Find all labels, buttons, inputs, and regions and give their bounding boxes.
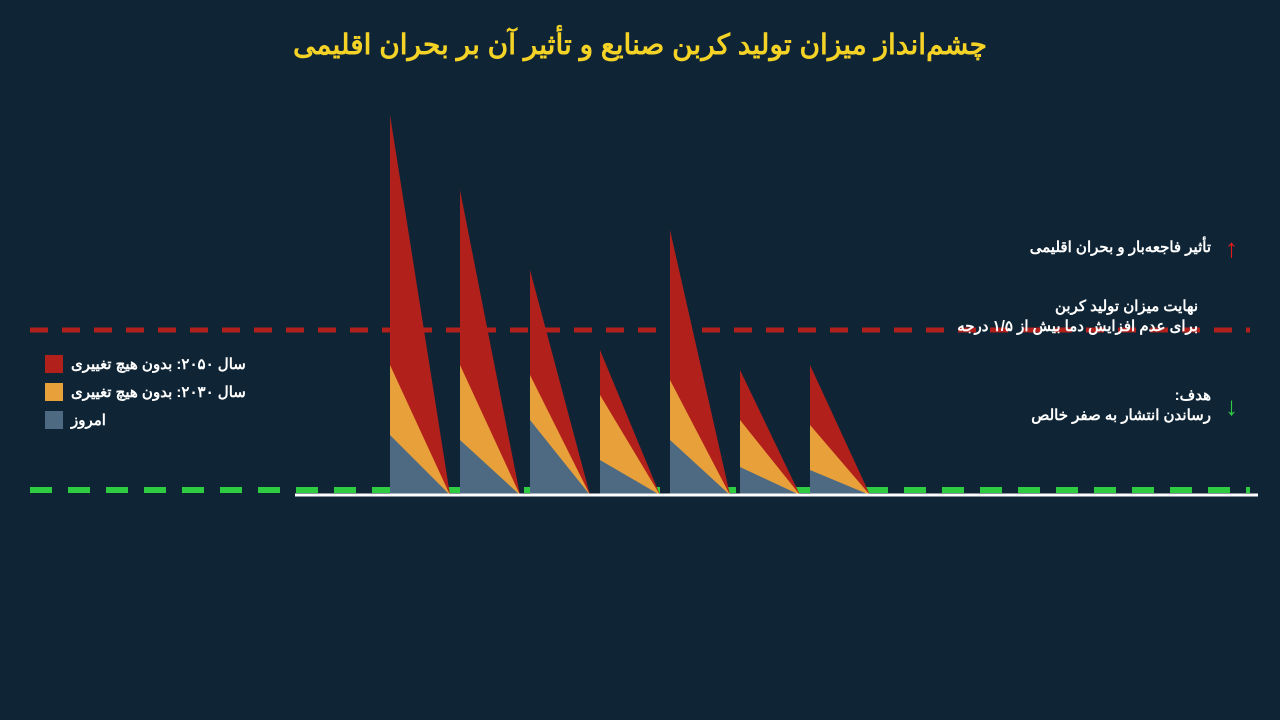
- legend-swatch: [45, 411, 63, 429]
- legend-swatch: [45, 383, 63, 401]
- legend: سال ۲۰۵۰: بدون هیچ تغییری سال ۲۰۳۰: بدون …: [45, 355, 246, 439]
- arrow-down-icon: ↓: [1225, 393, 1238, 419]
- legend-label: سال ۲۰۵۰: بدون هیچ تغییری: [71, 355, 246, 373]
- annotation-catastrophic: تأثیر فاجعه‌بار و بحران اقلیمی: [1030, 238, 1211, 258]
- triangle-series: [390, 115, 870, 495]
- legend-swatch: [45, 355, 63, 373]
- legend-row: سال ۲۰۵۰: بدون هیچ تغییری: [45, 355, 246, 373]
- arrow-up-icon: ↑: [1225, 235, 1238, 261]
- annotation-limit: نهایت میزان تولید کربنبرای عدم افزایش دم…: [957, 297, 1198, 338]
- annotation-goal: هدف:رساندن انتشار به صفر خالص: [1031, 386, 1211, 427]
- legend-row: سال ۲۰۳۰: بدون هیچ تغییری: [45, 383, 246, 401]
- legend-label: سال ۲۰۳۰: بدون هیچ تغییری: [71, 383, 246, 401]
- annotations: ↑ تأثیر فاجعه‌بار و بحران اقلیمی نهایت م…: [878, 235, 1238, 432]
- legend-row: امروز: [45, 411, 246, 429]
- legend-label: امروز: [71, 411, 106, 429]
